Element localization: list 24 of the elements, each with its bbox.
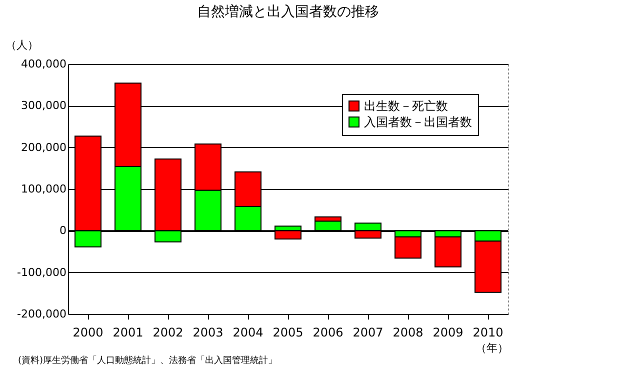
y-tick-label: 100,000 bbox=[21, 182, 66, 196]
y-tick-label: 200,000 bbox=[21, 140, 66, 154]
x-tick-label: 2004 bbox=[232, 326, 264, 340]
x-tick-label: 2010 bbox=[472, 326, 504, 340]
x-tick-label: 2003 bbox=[192, 326, 224, 340]
text: (資料)厚生労働省「人口動態統計」、法務省「出入国管理統計」 bbox=[18, 355, 278, 366]
y-tick-label: 300,000 bbox=[21, 99, 66, 112]
x-tick-label: 2002 bbox=[152, 326, 184, 340]
y-tick-label: 400,000 bbox=[21, 58, 66, 70]
x-axis-title: （年） bbox=[476, 342, 508, 354]
x-tick-label: 2006 bbox=[312, 326, 344, 340]
x-tick-label: 2000 bbox=[72, 326, 104, 340]
x-tick-label: 2005 bbox=[272, 326, 304, 340]
y-tick-label: -100,000 bbox=[17, 266, 66, 279]
y-axis-title: （人） bbox=[6, 38, 38, 52]
x-tick-label: 2001 bbox=[112, 326, 144, 340]
legend-label: 出生数－死亡数 bbox=[364, 99, 448, 113]
y-tick-label: -200,000 bbox=[17, 308, 66, 320]
x-tick-label: 2007 bbox=[352, 326, 384, 340]
chart-title: 自然増減と出入国者数の推移 bbox=[197, 3, 379, 20]
x-tick-label: 2009 bbox=[432, 326, 464, 340]
legend-label: 入国者数－出国者数 bbox=[364, 115, 472, 129]
y-tick-label: 0 bbox=[60, 224, 66, 238]
x-tick-label: 2008 bbox=[392, 326, 424, 340]
